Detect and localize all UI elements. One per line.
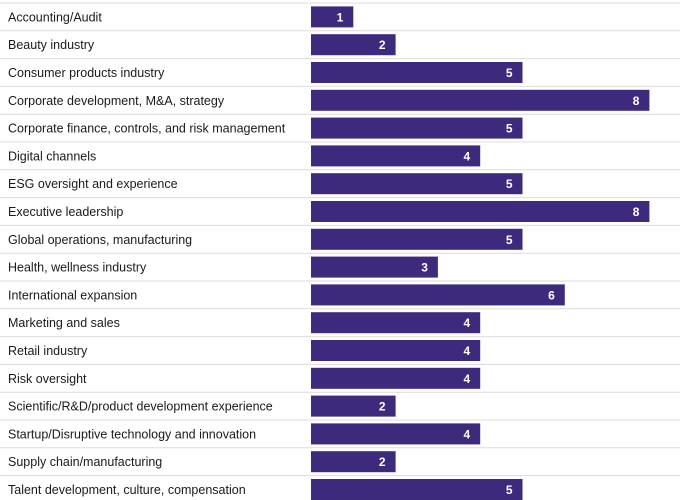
bar — [311, 479, 523, 500]
category-label: International expansion — [8, 288, 137, 302]
bar-value-label: 5 — [506, 483, 513, 497]
category-label: Talent development, culture, compensatio… — [8, 483, 246, 497]
bar — [311, 173, 523, 195]
category-label: Corporate development, M&A, strategy — [8, 94, 225, 108]
category-label: Digital channels — [8, 149, 96, 163]
bar — [311, 284, 565, 306]
category-label: Startup/Disruptive technology and innova… — [8, 427, 256, 441]
bar — [311, 62, 523, 83]
bar — [311, 423, 481, 445]
bar — [311, 89, 650, 111]
bar-value-label: 1 — [337, 10, 344, 24]
bar — [311, 228, 523, 250]
bar-value-label: 5 — [506, 233, 513, 247]
category-label: Consumer products industry — [8, 66, 165, 80]
bar-value-label: 3 — [421, 261, 428, 275]
category-label: Supply chain/manufacturing — [8, 455, 162, 469]
bar-value-label: 2 — [379, 38, 386, 52]
category-label: Executive leadership — [8, 205, 123, 219]
bar-value-label: 6 — [548, 288, 555, 302]
bar-value-label: 4 — [464, 344, 471, 358]
bar — [311, 201, 650, 222]
category-label: Corporate finance, controls, and risk ma… — [8, 122, 286, 136]
bar-value-label: 5 — [506, 177, 513, 191]
category-label: Retail industry — [8, 344, 88, 358]
bar — [311, 451, 396, 473]
bar — [311, 340, 481, 361]
bar — [311, 6, 354, 28]
bar — [311, 256, 438, 278]
bar — [311, 145, 481, 167]
bar — [311, 117, 523, 139]
bar-value-label: 5 — [506, 122, 513, 136]
bar-value-label: 5 — [506, 66, 513, 80]
bar-value-label: 4 — [464, 427, 471, 441]
bar — [311, 34, 396, 56]
category-label: Accounting/Audit — [8, 10, 102, 24]
category-label: Beauty industry — [8, 38, 95, 52]
bar-value-label: 4 — [464, 149, 471, 163]
category-label: Marketing and sales — [8, 316, 120, 330]
bar-value-label: 4 — [464, 372, 471, 386]
bar-value-label: 8 — [633, 205, 640, 219]
bar-value-label: 8 — [633, 94, 640, 108]
bar — [311, 367, 481, 389]
bar-value-label: 4 — [464, 316, 471, 330]
category-label: Health, wellness industry — [8, 261, 147, 275]
category-label: ESG oversight and experience — [8, 177, 178, 191]
bar — [311, 312, 481, 334]
category-label: Scientific/R&D/product development exper… — [8, 400, 273, 414]
bar-value-label: 2 — [379, 455, 386, 469]
category-label: Global operations, manufacturing — [8, 233, 192, 247]
bar-value-label: 2 — [379, 400, 386, 414]
bar — [311, 395, 396, 417]
category-label: Risk oversight — [8, 372, 87, 386]
